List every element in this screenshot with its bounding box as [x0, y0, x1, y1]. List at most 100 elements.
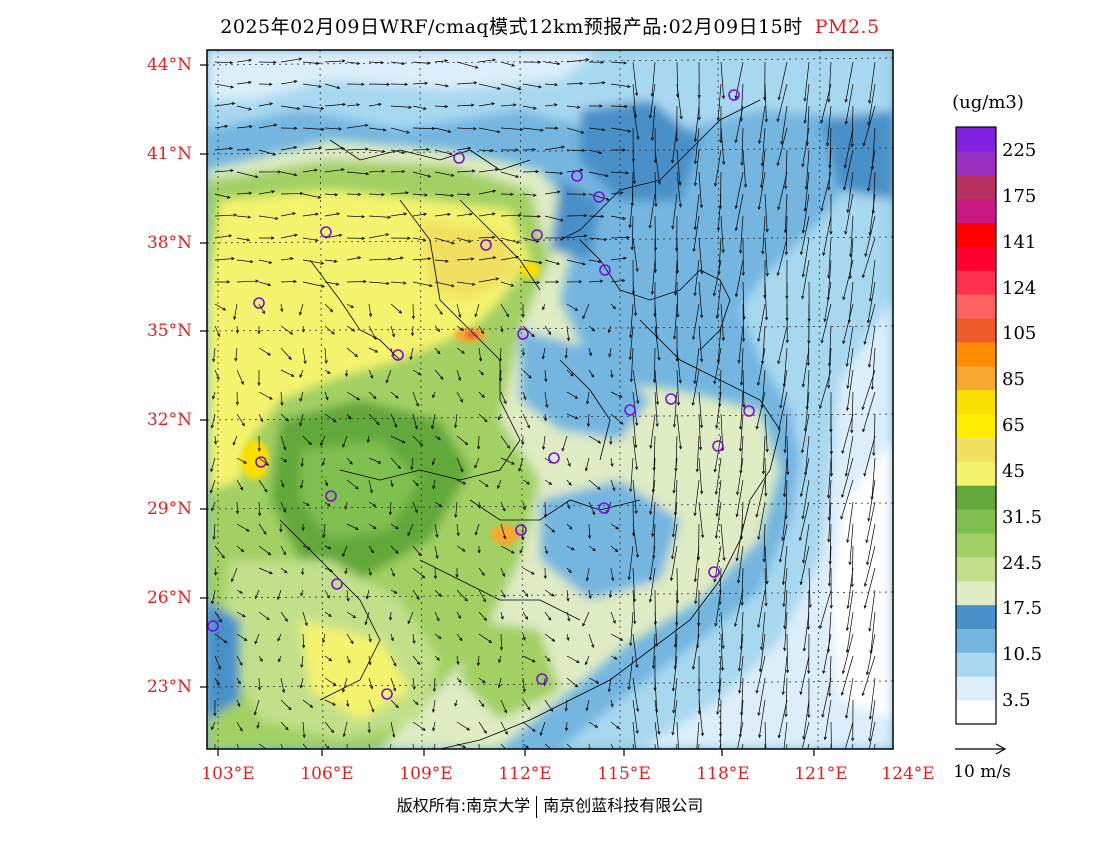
wind-arrow [478, 347, 483, 362]
wind-reference-label: 10 m/s [953, 762, 1011, 782]
wind-arrow [585, 391, 590, 405]
wind-arrow [236, 743, 240, 749]
wind-arrow [764, 281, 769, 321]
wind-arrow [741, 237, 745, 276]
wind-arrow [544, 391, 549, 409]
wind-arrow [522, 633, 526, 641]
wind-arrow [454, 501, 458, 519]
wind-arrow [368, 369, 374, 379]
wind-arrow [390, 633, 394, 642]
wind-arrow [500, 61, 516, 67]
wind-arrow [802, 699, 810, 740]
wind-arrow [500, 435, 510, 449]
wind-arrow [434, 104, 449, 109]
wind-arrow [236, 58, 253, 63]
wind-arrow [843, 127, 854, 169]
wind-arrow [755, 655, 766, 694]
wind-arrow [434, 83, 449, 88]
wind-arrow [522, 169, 540, 174]
map-frame [206, 49, 894, 750]
wind-arrow [522, 83, 542, 89]
wind-arrow [280, 303, 284, 313]
wind-arrow [258, 655, 263, 662]
wind-arrow [368, 699, 375, 713]
wind-arrow [610, 369, 614, 379]
wind-arrow [820, 83, 832, 124]
legend-label-10-5: 10.5 [1002, 644, 1043, 665]
wind-arrow [324, 83, 341, 90]
wind-arrow [863, 303, 876, 345]
wind-arrow [302, 743, 309, 749]
wind-arrow [588, 501, 596, 516]
wind-arrow [324, 212, 341, 217]
wind-arrow [258, 479, 268, 493]
wind-arrow [368, 479, 373, 494]
wind-arrow [739, 611, 744, 650]
wind-arrow [258, 523, 267, 535]
wind-arrow [214, 743, 216, 749]
wind-arrow [676, 721, 679, 749]
wind-arrow [257, 435, 261, 452]
wind-arrow [566, 192, 587, 196]
wind-arrow [522, 699, 531, 711]
wind-arrow [258, 347, 271, 356]
wind-arrow [544, 325, 552, 335]
pm25-field [207, 50, 893, 749]
wind-arrow [412, 81, 429, 85]
wind-arrow [566, 413, 579, 420]
wind-arrow [214, 611, 223, 623]
wind-arrow [544, 145, 565, 151]
lat-label-26: 26°N [146, 588, 192, 608]
wind-arrow [627, 655, 634, 691]
wind-arrow [478, 58, 497, 63]
wind-arrow [299, 479, 304, 489]
wind-arrow [698, 325, 704, 363]
wind-arrow [693, 193, 700, 231]
wind-arrow [586, 413, 591, 428]
wind-arrow [862, 105, 876, 147]
wind-arrow [346, 192, 362, 196]
wind-arrow [280, 545, 286, 556]
wind-arrow [211, 721, 216, 731]
wind-arrow [544, 103, 558, 107]
wind-arrow [390, 479, 394, 488]
wind-arrow [865, 633, 876, 676]
wind-arrow [431, 699, 436, 713]
wind-arrow [585, 567, 590, 582]
wind-arrow [544, 83, 559, 87]
wind-arrow [777, 325, 788, 365]
wind-arrow [236, 237, 251, 242]
wind-arrow [213, 435, 218, 445]
wind-arrow [411, 303, 415, 320]
wind-arrow [740, 567, 744, 606]
wind-arrow [544, 171, 564, 175]
wind-arrow [607, 325, 612, 334]
wind-arrow [434, 281, 455, 288]
wind-arrow [385, 369, 392, 384]
wind-arrow [258, 60, 277, 64]
wind-arrow [214, 677, 220, 686]
wind-arrow [819, 369, 832, 410]
wind-arrow [236, 80, 252, 85]
lat-label-35: 35°N [146, 321, 192, 341]
wind-arrow [867, 325, 876, 368]
lat-label-32: 32°N [146, 410, 192, 430]
wind-arrow [500, 721, 508, 735]
wind-arrow [412, 257, 432, 261]
wind-arrow [390, 212, 408, 217]
wind-arrow [346, 279, 367, 284]
wind-arrow [456, 545, 466, 552]
wind-arrow [212, 523, 216, 540]
wind-arrow [302, 721, 306, 739]
wind-arrow [632, 523, 639, 559]
wind-arrow [324, 501, 331, 507]
wind-arrow [566, 148, 586, 153]
wind-arrow [456, 677, 462, 684]
wind-arrow [258, 457, 270, 466]
wind-arrow [863, 435, 876, 477]
wind-arrow [324, 146, 346, 151]
wind-arrow [566, 523, 573, 530]
wind-arrow [280, 721, 289, 731]
wind-arrow [210, 457, 216, 473]
